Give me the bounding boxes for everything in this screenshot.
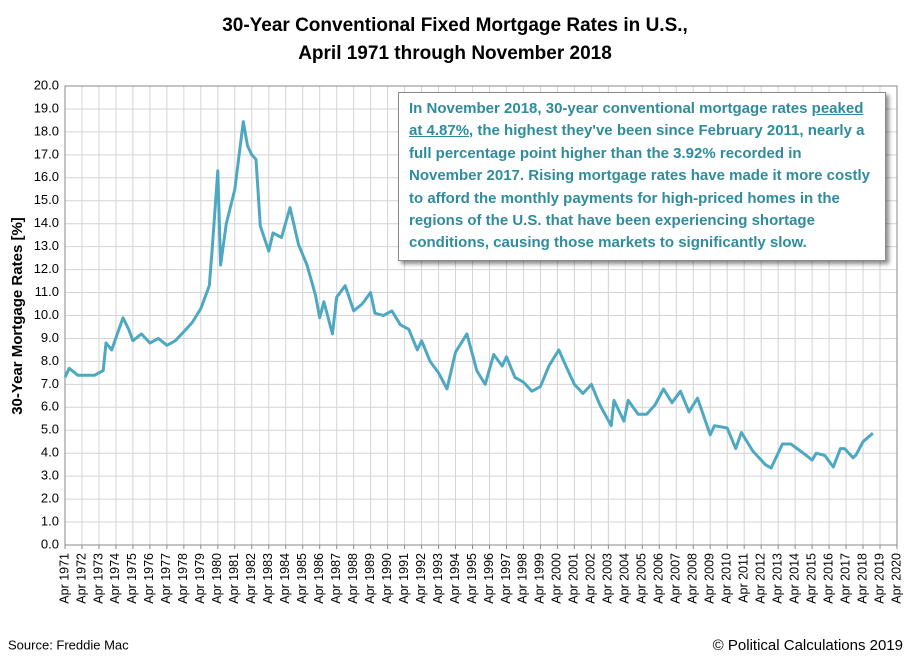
x-tick-label: Apr 1980 [210, 553, 224, 604]
y-tick-label: 17.0 [34, 146, 59, 161]
x-tick-label: Apr 1993 [431, 553, 445, 604]
x-tick-label: Apr 2013 [770, 553, 784, 604]
rate-line [63, 120, 874, 470]
annotation: In November 2018, 30-year conventional m… [398, 92, 886, 261]
x-tick-label: Apr 1998 [516, 553, 530, 604]
x-tick-label: Apr 2003 [601, 553, 615, 604]
x-tick-label: Apr 2012 [753, 553, 767, 604]
x-tick-label: Apr 1994 [448, 553, 462, 604]
x-tick-label: Apr 1988 [346, 553, 360, 604]
x-tick-label: Apr 1991 [397, 553, 411, 604]
x-tick-label: Apr 1986 [312, 553, 326, 604]
x-tick-label: Apr 1975 [125, 553, 139, 604]
x-tick-label: Apr 1987 [329, 553, 343, 604]
y-tick-label: 0.0 [41, 536, 59, 551]
x-tick-label: Apr 2020 [889, 553, 903, 604]
x-tick-label: Apr 2005 [635, 553, 649, 604]
x-tick-label: Apr 2001 [567, 553, 581, 604]
x-tick-label: Apr 1997 [499, 553, 513, 604]
chart-title: 30-Year Conventional Fixed Mortgage Rate… [222, 15, 688, 36]
x-tick-label: Apr 2000 [550, 553, 564, 604]
y-tick-label: 14.0 [34, 215, 59, 230]
x-tick-label: Apr 2015 [804, 553, 818, 604]
x-tick-label: Apr 1982 [244, 553, 258, 604]
x-tick-label: Apr 1992 [414, 553, 428, 604]
y-tick-label: 6.0 [41, 399, 59, 414]
x-tick-label: Apr 2018 [855, 553, 869, 604]
y-tick-label: 20.0 [34, 77, 59, 92]
x-tick-label: Apr 2010 [720, 553, 734, 604]
x-tick-label: Apr 1996 [482, 553, 496, 604]
x-tick-label: Apr 1973 [91, 553, 105, 604]
y-tick-label: 8.0 [41, 353, 59, 368]
x-tick-label: Apr 1995 [465, 553, 479, 604]
x-tick-label: Apr 1976 [142, 553, 156, 604]
x-tick-label: Apr 2002 [584, 553, 598, 604]
x-tick-label: Apr 2014 [787, 553, 801, 604]
x-tick-label: Apr 1983 [261, 553, 275, 604]
x-tick-label: Apr 1999 [533, 553, 547, 604]
x-tick-label: Apr 2009 [703, 553, 717, 604]
y-tick-label: 11.0 [35, 284, 59, 299]
y-tick-label: 13.0 [34, 238, 59, 253]
x-tick-label: Apr 2006 [652, 553, 666, 604]
x-tick-label: Apr 2004 [618, 553, 632, 604]
y-tick-label: 19.0 [34, 100, 59, 115]
source: Source: Freddie Mac [8, 637, 129, 652]
y-tick-label: 16.0 [34, 169, 59, 184]
x-tick-label: Apr 2011 [736, 553, 750, 603]
y-tick-label: 1.0 [41, 513, 59, 528]
y-tick-label: 3.0 [41, 468, 59, 483]
y-tick-label: 18.0 [34, 123, 59, 138]
y-tick-label: 2.0 [41, 491, 59, 506]
y-tick-label: 7.0 [41, 376, 59, 391]
plot-border [64, 85, 898, 546]
x-tick-label: Apr 1979 [193, 553, 207, 604]
y-tick-label: 9.0 [41, 330, 59, 345]
y-axis-label: 30-Year Mortgage Rates [%] [9, 217, 26, 415]
x-tick-label: Apr 1984 [278, 553, 292, 604]
x-tick-label: Apr 1978 [176, 553, 190, 604]
annotation-text: , the highest they've been since Februar… [409, 122, 871, 252]
x-tick-label: Apr 2019 [872, 553, 886, 604]
x-tick-label: Apr 2008 [686, 553, 700, 604]
y-tick-label: 15.0 [34, 192, 59, 207]
x-tick-label: Apr 2007 [669, 553, 683, 604]
y-tick-label: 5.0 [41, 422, 59, 437]
x-tick-label: Apr 2017 [838, 553, 852, 604]
y-tick-label: 12.0 [34, 261, 59, 276]
credit: © Political Calculations 2019 [713, 637, 903, 654]
x-tick-label: Apr 1990 [380, 553, 394, 604]
chart-title: April 1971 through November 2018 [298, 43, 612, 64]
y-tick-label: 10.0 [34, 307, 59, 322]
x-tick-label: Apr 1985 [295, 553, 309, 604]
x-tick-label: Apr 1981 [227, 553, 241, 604]
x-tick-label: Apr 1989 [363, 553, 377, 604]
y-tick-label: 4.0 [41, 445, 59, 460]
x-tick-label: Apr 1974 [108, 553, 122, 604]
x-tick-label: Apr 2016 [821, 553, 835, 604]
annotation-highlight: peaked at 4.87% [409, 100, 864, 140]
x-tick-label: Apr 1971 [57, 553, 71, 604]
annotation-text: In November 2018, 30-year conventional m… [409, 100, 812, 117]
x-tick-label: Apr 1972 [74, 553, 88, 604]
x-tick-label: Apr 1977 [159, 553, 173, 604]
